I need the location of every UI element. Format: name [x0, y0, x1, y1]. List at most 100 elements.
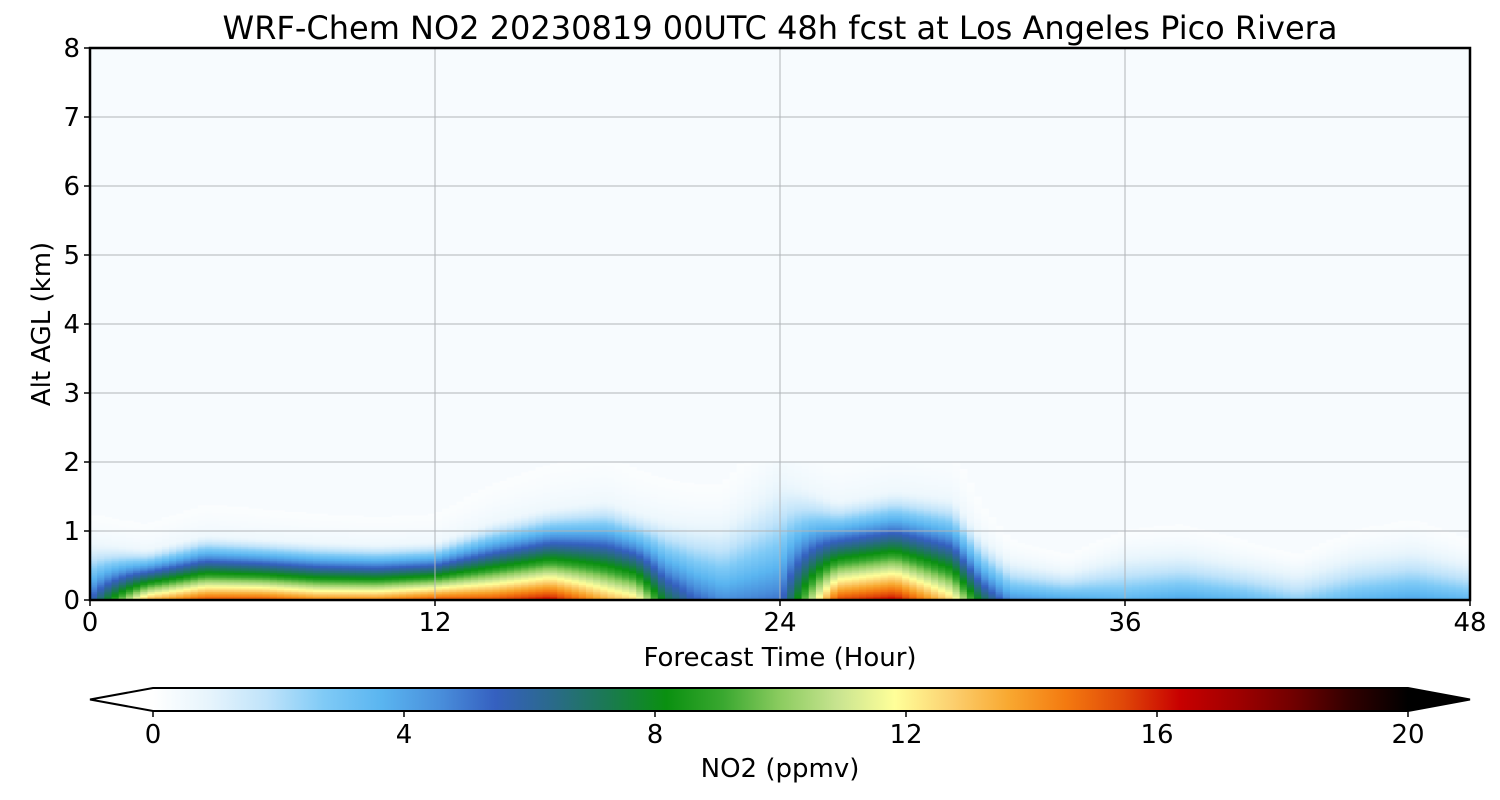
field-cell	[521, 532, 530, 536]
field-cell	[499, 575, 508, 579]
field-cell	[97, 584, 105, 587]
field-cell	[291, 581, 300, 584]
field-cell	[391, 586, 400, 589]
field-cell	[564, 482, 573, 486]
field-cell	[90, 577, 98, 580]
field-cell	[578, 586, 587, 589]
field-cell	[614, 518, 623, 522]
field-cell	[506, 487, 515, 491]
field-cell	[355, 568, 364, 572]
field-cell	[614, 510, 623, 513]
field-cell	[219, 560, 228, 563]
field-cell	[420, 570, 429, 573]
field-cell	[262, 565, 271, 568]
field-cell	[212, 539, 220, 542]
field-cell	[593, 579, 601, 582]
field-cell	[521, 482, 530, 486]
field-cell	[621, 463, 630, 467]
field-cell	[219, 586, 228, 589]
field-cell	[550, 560, 558, 563]
field-cell	[276, 591, 285, 594]
field-cell	[550, 587, 558, 591]
field-cell	[571, 474, 580, 477]
field-cell	[607, 536, 616, 539]
field-cell	[262, 518, 271, 522]
field-cell	[190, 582, 199, 586]
field-cell	[456, 586, 465, 589]
field-cell	[614, 543, 623, 546]
field-cell	[377, 560, 386, 563]
field-cell	[305, 581, 314, 584]
field-cell	[341, 549, 350, 553]
field-cell	[197, 520, 206, 523]
field-cell	[478, 493, 486, 496]
field-cell	[535, 556, 544, 560]
field-cell	[334, 541, 343, 544]
field-cell	[636, 487, 645, 491]
field-cell	[456, 517, 465, 520]
field-cell	[312, 522, 321, 525]
field-cell	[348, 558, 357, 561]
field-cell	[499, 505, 508, 508]
field-cell	[463, 512, 472, 515]
field-cell	[377, 577, 386, 580]
field-cell	[363, 543, 371, 546]
field-cell	[133, 522, 141, 525]
field-cell	[233, 587, 242, 591]
field-cell	[564, 572, 573, 575]
field-cell	[341, 518, 350, 522]
field-cell	[542, 513, 551, 517]
field-cell	[147, 577, 156, 580]
field-cell	[391, 541, 400, 544]
field-cell	[190, 570, 199, 573]
field-cell	[219, 549, 228, 553]
field-cell	[97, 596, 105, 599]
field-cell	[276, 510, 285, 513]
field-cell	[550, 503, 558, 506]
field-cell	[629, 541, 637, 544]
field-cell	[233, 515, 242, 518]
field-cell	[650, 586, 659, 589]
field-cell	[147, 544, 156, 548]
field-cell	[348, 562, 357, 565]
field-cell	[125, 587, 134, 591]
field-cell	[636, 565, 645, 568]
field-cell	[571, 484, 580, 487]
field-cell	[629, 489, 637, 492]
field-cell	[442, 539, 450, 542]
field-cell	[269, 524, 278, 527]
field-cell	[355, 593, 364, 596]
field-cell	[629, 539, 637, 542]
field-cell	[485, 508, 494, 511]
field-cell	[514, 489, 522, 492]
field-cell	[276, 581, 285, 584]
field-cell	[571, 525, 580, 529]
field-cell	[104, 567, 113, 570]
field-cell	[169, 567, 177, 570]
field-cell	[334, 591, 343, 594]
field-cell	[571, 586, 580, 589]
field-cell	[118, 556, 127, 560]
field-cell	[391, 593, 400, 596]
field-cell	[248, 536, 256, 539]
field-cell	[514, 487, 522, 491]
field-cell	[334, 517, 343, 520]
field-cell	[118, 534, 127, 537]
field-cell	[485, 593, 494, 596]
field-cell	[485, 581, 494, 584]
field-cell	[212, 575, 220, 579]
field-cell	[399, 555, 407, 558]
field-cell	[140, 544, 149, 548]
field-cell	[607, 477, 616, 480]
field-cell	[140, 537, 149, 541]
field-cell	[435, 515, 443, 518]
field-cell	[535, 482, 544, 486]
field-cell	[147, 543, 156, 546]
field-cell	[607, 543, 616, 546]
field-cell	[240, 556, 249, 560]
field-cell	[571, 575, 580, 579]
field-cell	[492, 525, 501, 529]
field-cell	[470, 587, 479, 591]
field-cell	[320, 568, 328, 572]
field-cell	[363, 527, 371, 530]
